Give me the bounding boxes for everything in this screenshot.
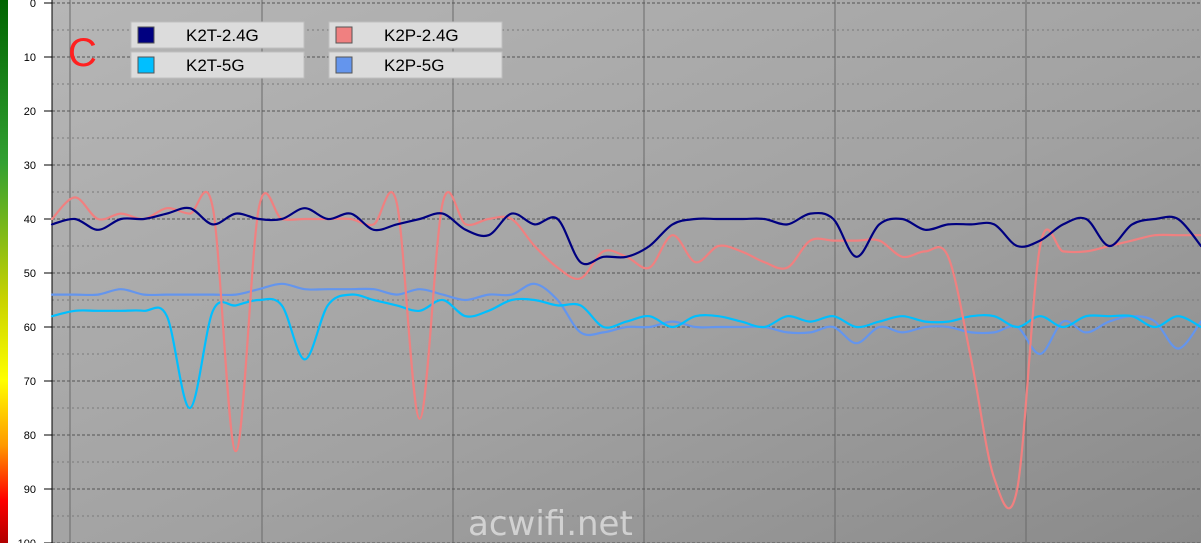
legend-cell-bg [130,51,305,79]
y-tick-label: 10 [24,52,36,64]
legend-cell-bg [328,21,503,49]
y-tick-label: 70 [24,376,36,388]
y-tick-label: 80 [24,430,36,442]
color-scale-bar [0,0,8,543]
y-tick-label: 20 [24,106,36,118]
legend-swatch-k2p-5g [335,56,353,74]
legend: K2T-2.4G K2T-5G K2P-2.4G K2P-5G [130,21,503,79]
legend-label-k2p-5g: K2P-5G [384,56,444,75]
panel-label: C [68,31,97,75]
watermark: acwifi.net [468,504,633,543]
legend-swatch-k2t-24g [137,26,155,44]
y-tick-label: 50 [24,268,36,280]
legend-cell-bg [130,21,305,49]
legend-label-k2t-5g: K2T-5G [186,56,245,75]
series-line-k2t-2-4g [50,206,1201,266]
legend-label-k2t-24g: K2T-2.4G [186,26,259,45]
legend-label-k2p-24g: K2P-2.4G [384,26,459,45]
legend-cell-bg [328,51,503,79]
y-tick-label: 100 [18,538,36,543]
series-line-k2p-2-4g [50,190,1201,510]
y-tick-label: 90 [24,484,36,496]
y-tick-label: 40 [24,214,36,226]
y-tick-label: 30 [24,160,36,172]
series-lines [50,190,1201,510]
legend-swatch-k2t-5g [137,56,155,74]
series-line-k2p-5g [50,282,1201,356]
series-line-k2t-5g [50,293,1201,410]
legend-swatch-k2p-24g [335,26,353,44]
y-axis: 0 10 20 30 40 50 60 70 80 90 100 [18,0,53,543]
y-tick-label: 60 [24,322,36,334]
y-tick-label: 0 [30,0,36,10]
plot-area [52,0,1201,543]
y-axis-area [0,0,52,543]
